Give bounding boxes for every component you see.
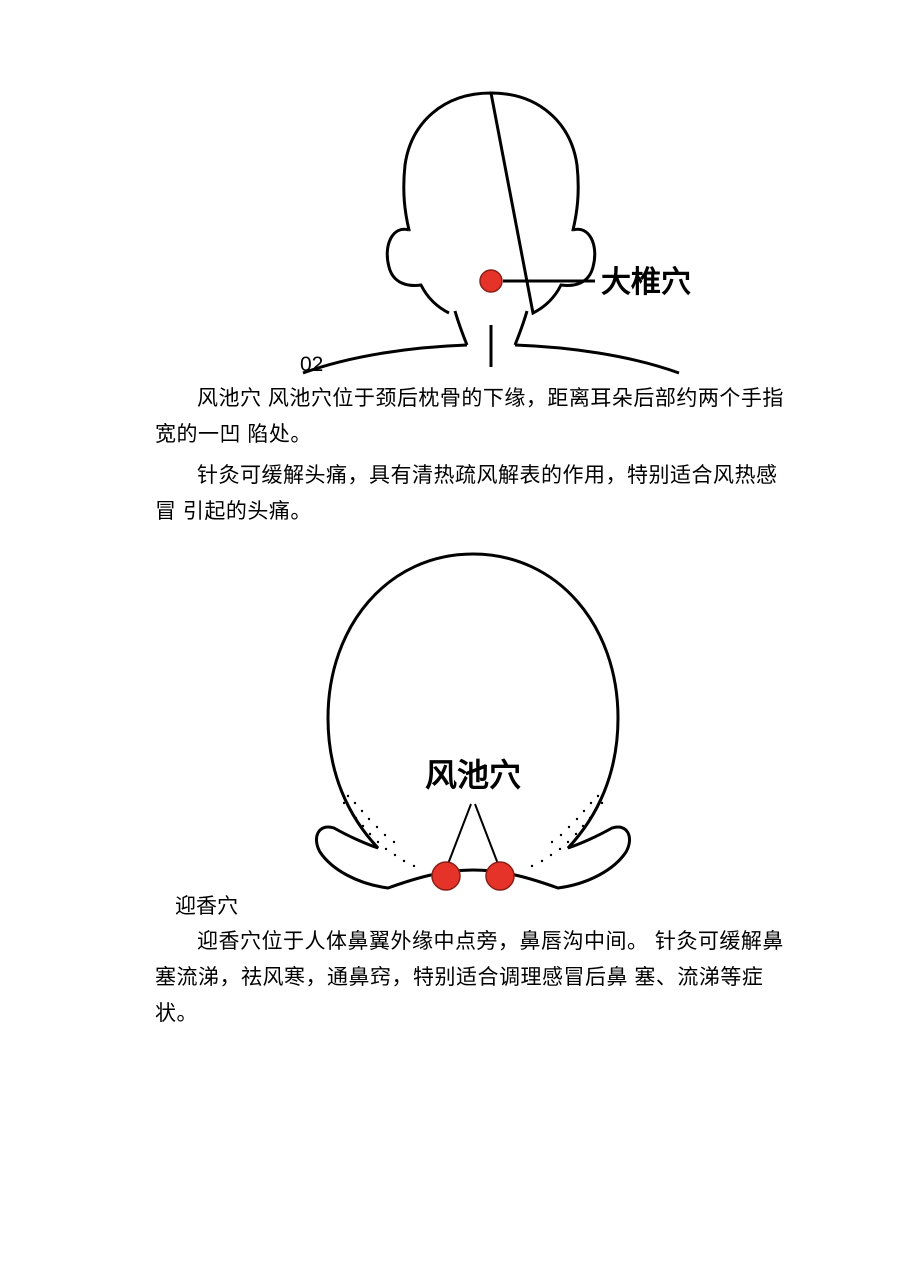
fengchi-svg: 风池穴 — [248, 548, 698, 893]
diagram-dazhui: 大椎穴 — [155, 85, 790, 375]
heading-yingxiang: 迎香穴 — [175, 889, 790, 925]
fengchi-label: 风池穴 — [424, 757, 520, 793]
fengchi-point-left — [432, 862, 460, 890]
fengchi-point-right — [486, 862, 514, 890]
dazhui-label: 大椎穴 — [601, 266, 691, 299]
document-page: 大椎穴 02 风池穴 风池穴位于颈后枕骨的下缘，距离耳朵后部约两个手指宽的一凹 … — [0, 0, 920, 1032]
paragraph-fengchi-effect: 针灸可缓解头痛，具有清热疏风解表的作用，特别适合风热感冒 引起的头痛。 — [155, 458, 790, 529]
dazhui-point-marker — [480, 270, 502, 292]
head-back-outline — [316, 554, 629, 888]
dazhui-svg: 大椎穴 — [233, 85, 713, 375]
diagram-fengchi: 风池穴 — [155, 548, 790, 893]
paragraph-yingxiang: 迎香穴位于人体鼻翼外缘中点旁，鼻唇沟中间。 针灸可缓解鼻塞流涕，祛风寒，通鼻窍，… — [155, 924, 790, 1031]
paragraph-fengchi-location: 风池穴 风池穴位于颈后枕骨的下缘，距离耳朵后部约两个手指宽的一凹 陷处。 — [155, 381, 790, 452]
